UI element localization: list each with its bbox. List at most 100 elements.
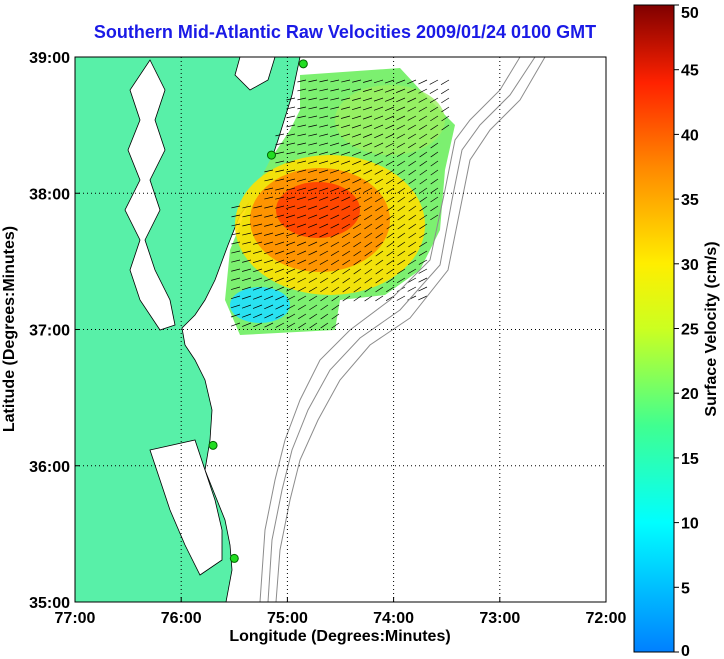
velocity-arrow [397, 223, 406, 230]
velocity-arrow [286, 97, 296, 101]
velocity-arrow [341, 97, 351, 101]
velocity-arrow [352, 187, 362, 193]
x-tick-label: 72:00 [586, 610, 627, 627]
station-marker [229, 553, 239, 563]
velocity-arrow [275, 322, 285, 328]
velocity-arrow [275, 169, 285, 173]
velocity-arrow [253, 223, 263, 227]
velocity-arrow [331, 286, 340, 293]
velocity-arrow [331, 313, 340, 320]
velocity-arrow [418, 88, 428, 94]
velocity-arrow [297, 133, 307, 137]
velocity-arrow [418, 250, 428, 256]
velocity-arrow [318, 196, 329, 201]
velocity-arrow [364, 223, 373, 230]
velocity-arrow [397, 232, 406, 239]
velocity-arrow [351, 97, 362, 101]
velocity-arrow [275, 286, 285, 292]
velocity-arrow [397, 214, 406, 221]
velocity-low-zone [230, 287, 290, 323]
velocity-arrow [396, 97, 406, 103]
velocity-arrow [407, 124, 417, 130]
velocity-arrow [386, 223, 395, 230]
velocity-arrow [362, 133, 373, 138]
colorbar-tick-label: 35 [681, 192, 699, 209]
velocity-arrow [275, 178, 285, 182]
velocity-arrow [441, 124, 450, 131]
velocity-arrow [320, 295, 329, 302]
colorbar-tick-label: 50 [681, 5, 699, 22]
velocity-arrow [230, 304, 241, 309]
velocity-arrow [341, 187, 351, 193]
velocity-arrow [364, 214, 373, 221]
colorbar-tick-label: 40 [681, 127, 699, 144]
velocity-arrow [231, 232, 241, 236]
velocity-arrow [363, 205, 373, 212]
velocity-arrow [329, 169, 340, 174]
velocity-arrow [375, 268, 384, 275]
velocity-arrow [419, 187, 428, 194]
velocity-arrow [296, 223, 307, 228]
velocity-arrow [263, 286, 274, 291]
velocity-arrow [418, 106, 428, 112]
velocity-arrow [285, 232, 296, 237]
velocity-arrow [320, 322, 329, 329]
velocity-arrow [286, 142, 296, 146]
velocity-arrow [353, 259, 362, 266]
velocity-arrow [318, 205, 329, 210]
velocity-arrow [419, 196, 428, 203]
velocity-arrow [296, 214, 307, 219]
velocity-arrows [230, 79, 450, 329]
velocity-arrow [342, 286, 351, 293]
velocity-arrow [408, 169, 417, 176]
velocity-arrow [430, 214, 439, 221]
station-marker [266, 150, 276, 160]
velocity-arrow [341, 232, 351, 238]
colorbar-tick-label: 25 [681, 322, 699, 339]
velocity-arrow [230, 322, 241, 327]
velocity-arrow [264, 214, 274, 218]
velocity-arrow [408, 241, 417, 248]
velocity-arrow [264, 169, 274, 173]
velocity-arrow [374, 151, 384, 157]
velocity-arrow [375, 286, 384, 293]
velocity-arrow [408, 214, 417, 221]
velocity-arrow [275, 142, 285, 146]
velocity-arrow [430, 115, 439, 122]
velocity-arrow [286, 268, 296, 274]
velocity-arrow [419, 178, 428, 185]
velocity-arrow [297, 115, 307, 119]
velocity-arrow [286, 160, 296, 164]
velocity-arrow [296, 241, 307, 246]
velocity-arrow [341, 214, 351, 220]
velocity-arrow [351, 151, 362, 156]
velocity-arrow [351, 106, 362, 110]
velocity-arrow [341, 106, 351, 110]
velocity-arrow [386, 187, 395, 194]
velocity-arrow [419, 232, 428, 239]
velocity-arrow [397, 178, 406, 185]
velocity-arrow [408, 187, 417, 194]
velocity-arrow [386, 277, 395, 284]
velocity-arrow [329, 151, 340, 156]
velocity-arrow [373, 97, 384, 102]
velocity-arrow [396, 133, 406, 139]
velocity-arrow [342, 295, 351, 302]
velocity-arrow [419, 169, 428, 176]
x-tick-label: 73:00 [479, 610, 520, 627]
velocity-arrow [418, 115, 428, 121]
velocity-arrow [384, 88, 395, 93]
velocity-arrow [362, 115, 373, 120]
velocity-arrow [419, 133, 428, 140]
velocity-arrow [318, 160, 329, 165]
velocity-arrow [308, 124, 318, 128]
velocity-arrow [275, 313, 285, 319]
velocity-arrow [296, 196, 307, 201]
velocity-arrow [407, 88, 417, 94]
velocity-arrow [318, 187, 329, 192]
velocity-arrow [385, 160, 395, 166]
velocity-arrow [329, 142, 340, 147]
velocity-arrow [430, 133, 439, 140]
velocity-arrow [285, 223, 296, 228]
velocity-arrow [286, 169, 296, 173]
